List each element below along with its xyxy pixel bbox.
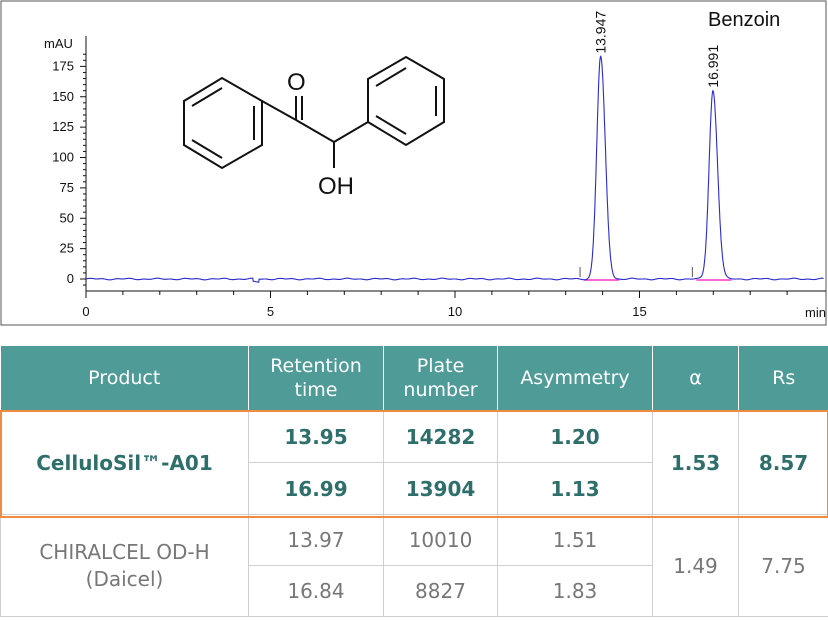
header-alpha: α: [652, 346, 739, 411]
chart-title: Benzoin: [708, 9, 780, 31]
peak-label: 16.991: [705, 45, 721, 88]
asymmetry-cell: 1.51: [497, 514, 653, 566]
y-ticks: 0 25 50 75 100 125 150 175: [52, 53, 86, 286]
table-row: 16.99 13904 1.13: [1, 462, 828, 515]
asymmetry-cell: 1.13: [497, 462, 653, 515]
x-tick-label: 15: [632, 304, 646, 319]
retention-time-cell: 13.97: [248, 514, 384, 566]
y-tick-label: 25: [60, 241, 74, 256]
rs-cell: 8.57: [738, 410, 828, 515]
header-product: Product: [0, 346, 249, 411]
y-tick-label: 50: [60, 210, 74, 225]
asymmetry-cell: 1.83: [497, 565, 653, 617]
y-tick-label: 150: [52, 89, 74, 104]
chromatogram-trace: [85, 55, 824, 283]
plate-number-cell: 10010: [383, 514, 498, 566]
chromatogram-svg: 0 25 50 75 100 125 150 175 0 5 10 15 mAU min Benzo…: [0, 0, 827, 326]
benzoin-structure-icon: [183, 55, 445, 170]
comparison-table: Product Retention time Plate number Asymme…: [0, 346, 828, 617]
retention-time-cell: 16.99: [248, 462, 384, 515]
header-retention-time: Retention time: [248, 346, 384, 411]
alpha-cell: 1.53: [652, 410, 739, 515]
table-row: 16.84 8827 1.83: [1, 565, 828, 617]
table-row: CHIRALCEL OD-H (Daicel) 13.97 10010 1.51…: [0, 514, 828, 617]
product-name-line2: (Daicel): [85, 566, 164, 591]
x-tick-label: 5: [267, 304, 274, 319]
asymmetry-cell: 1.20: [497, 410, 653, 463]
peak-label: 13.947: [593, 11, 609, 54]
integration-markers: [579, 267, 732, 281]
peak-labels: 13.947 16.991: [593, 11, 721, 88]
x-tick-label: 10: [448, 304, 462, 319]
y-tick-label: 0: [67, 271, 74, 286]
plate-number-cell: 8827: [383, 565, 498, 617]
product-name-cellulosil: CelluloSil™-A01: [0, 410, 249, 515]
alpha-cell: 1.49: [652, 514, 739, 617]
x-ticks: 0 5 10 15: [82, 291, 788, 319]
chromatogram: 0 25 50 75 100 125 150 175 0 5 10 15 mAU min Benzo…: [0, 0, 827, 326]
header-rs: Rs: [738, 346, 828, 411]
table-row: CelluloSil™-A01 13.95 14282 1.20 1.53 8.…: [0, 410, 828, 515]
retention-time-cell: 13.95: [248, 410, 384, 463]
y-tick-label: 100: [52, 150, 74, 165]
y-tick-label: 175: [52, 58, 74, 73]
chart-frame: [0, 0, 827, 326]
header-asymmetry: Asymmetry: [497, 346, 653, 411]
table-header-row: Product Retention time Plate number Asymme…: [0, 346, 828, 411]
x-tick-label: 0: [82, 304, 89, 319]
y-axis-label: mAU: [44, 36, 73, 51]
carbonyl-oxygen-label: O: [287, 69, 306, 96]
plate-number-cell: 14282: [383, 410, 498, 463]
product-name-line1: CHIRALCEL OD-H: [39, 539, 210, 564]
hydroxyl-label: OH: [318, 173, 354, 200]
plate-number-cell: 13904: [383, 462, 498, 515]
product-name-chiralcel: CHIRALCEL OD-H (Daicel): [0, 514, 249, 617]
header-plate-number: Plate number: [383, 346, 498, 411]
y-tick-label: 125: [52, 119, 74, 134]
retention-time-cell: 16.84: [248, 565, 384, 617]
rs-cell: 7.75: [738, 514, 828, 617]
y-tick-label: 75: [60, 180, 74, 195]
x-axis-label: min: [805, 305, 826, 320]
